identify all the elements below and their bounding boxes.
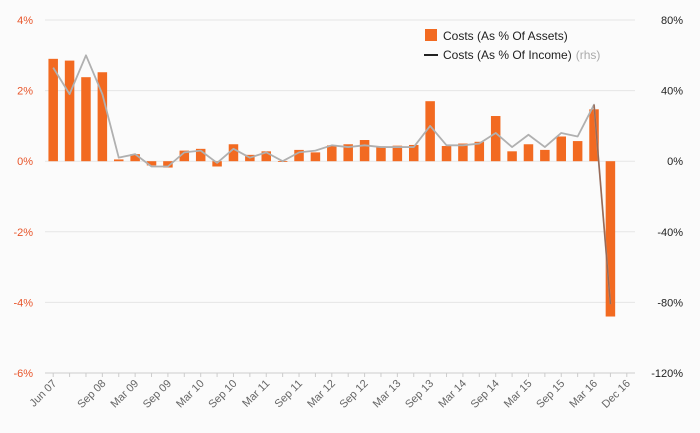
bar-assets bbox=[261, 151, 272, 162]
x-tick-label: Mar 13 bbox=[371, 378, 404, 411]
x-tick-label: Jun 07 bbox=[27, 378, 59, 410]
right-axis-ticks: 80% 40% 0% -40% -80% -120% bbox=[651, 15, 683, 380]
bar-assets bbox=[458, 143, 468, 162]
x-tick-label: Sep 15 bbox=[534, 378, 567, 411]
bar-assets bbox=[540, 149, 550, 162]
line-income-overlap bbox=[593, 104, 612, 305]
bar-assets bbox=[310, 152, 321, 162]
bar-assets bbox=[441, 146, 452, 162]
bar-assets bbox=[523, 144, 534, 162]
bar-assets bbox=[81, 77, 91, 162]
x-tick-label: Sep 10 bbox=[206, 378, 239, 411]
x-tick-label: Sep 08 bbox=[75, 378, 108, 411]
bar-assets bbox=[589, 109, 599, 162]
right-tick-label: -120% bbox=[651, 368, 683, 380]
line-income bbox=[52, 54, 612, 305]
legend-label-income-suffix: (rhs) bbox=[576, 48, 601, 62]
left-tick-label: -6% bbox=[13, 368, 33, 380]
x-tick-label: Mar 14 bbox=[436, 378, 469, 411]
x-tick-label: Mar 16 bbox=[567, 378, 600, 411]
x-axis-ticks: Jun 07 Sep 08 Mar 09 Sep 09 Mar 10 Sep 10 Mar … bbox=[27, 378, 632, 411]
x-tick-label: Sep 14 bbox=[469, 378, 502, 411]
bar-assets bbox=[48, 58, 58, 162]
left-tick-label: -4% bbox=[13, 297, 33, 309]
x-tick-label: Sep 11 bbox=[273, 378, 306, 411]
bar-assets bbox=[195, 148, 206, 162]
bar-assets bbox=[490, 116, 501, 162]
line-series bbox=[52, 54, 612, 305]
bar-assets bbox=[327, 145, 337, 162]
bar-assets bbox=[113, 159, 124, 162]
left-tick-label: 4% bbox=[17, 15, 33, 27]
bar-assets bbox=[556, 136, 567, 162]
right-tick-label: -80% bbox=[657, 297, 683, 309]
bar-assets bbox=[605, 161, 616, 317]
x-tick-label: Mar 11 bbox=[240, 378, 272, 410]
right-tick-label: 0% bbox=[667, 156, 683, 168]
x-tick-label: Sep 09 bbox=[141, 378, 174, 411]
x-tick-label: Mar 12 bbox=[305, 378, 338, 411]
legend: Costs (As % Of Assets) Costs (As % Of In… bbox=[424, 29, 600, 62]
bar-assets bbox=[408, 144, 419, 162]
bar-assets bbox=[474, 141, 485, 162]
right-tick-label: 80% bbox=[661, 15, 683, 27]
bar-series bbox=[48, 58, 616, 317]
legend-label-income-name: Costs (As % Of Income) bbox=[443, 48, 572, 62]
bar-assets bbox=[359, 140, 370, 162]
bar-assets bbox=[294, 149, 304, 162]
left-tick-label: 0% bbox=[17, 156, 33, 168]
x-tick-label: Mar 09 bbox=[109, 378, 142, 411]
bar-assets bbox=[179, 150, 190, 162]
legend-label-assets: Costs (As % Of Assets) bbox=[443, 29, 568, 43]
bar-assets bbox=[228, 144, 239, 162]
x-tick-label: Sep 12 bbox=[338, 378, 371, 411]
left-tick-label: 2% bbox=[17, 86, 33, 98]
bar-assets bbox=[392, 145, 403, 162]
right-tick-label: -40% bbox=[657, 227, 683, 239]
bar-assets bbox=[343, 144, 353, 162]
legend-swatch-assets bbox=[425, 29, 437, 41]
bar-assets bbox=[376, 146, 386, 162]
left-tick-label: -2% bbox=[13, 227, 33, 239]
gridlines bbox=[45, 19, 635, 374]
legend-label-income: Costs (As % Of Income) (rhs) bbox=[443, 48, 600, 62]
x-tick-label: Sep 13 bbox=[403, 378, 436, 411]
bar-assets bbox=[97, 72, 108, 162]
x-tick-label: Dec 16 bbox=[600, 378, 633, 411]
x-tick-label: Mar 15 bbox=[502, 378, 535, 411]
bar-assets bbox=[64, 60, 75, 162]
x-tick-label: Mar 10 bbox=[174, 378, 207, 411]
left-axis-ticks: 4% 2% 0% -2% -4% -6% bbox=[13, 15, 33, 380]
bar-assets bbox=[163, 161, 173, 168]
right-tick-label: 40% bbox=[661, 86, 683, 98]
bar-assets bbox=[507, 151, 517, 162]
bar-assets bbox=[425, 101, 435, 162]
bar-assets bbox=[130, 154, 140, 162]
bar-assets bbox=[572, 141, 583, 162]
bar-assets bbox=[146, 161, 157, 166]
axes bbox=[45, 372, 635, 377]
